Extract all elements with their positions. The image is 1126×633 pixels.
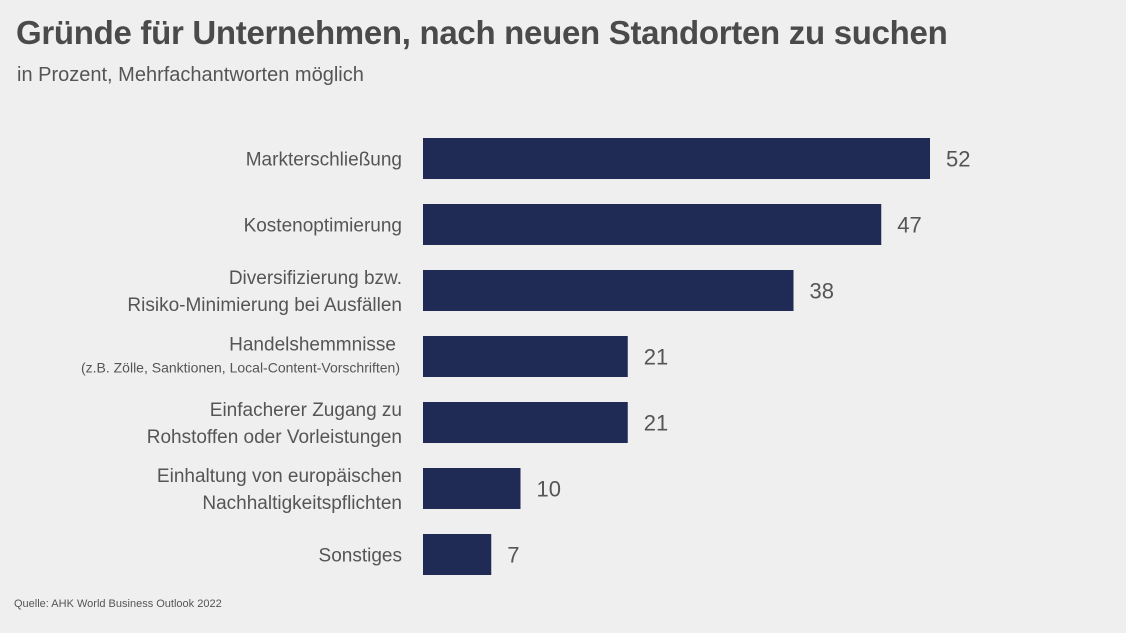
- category-label: Einhaltung von europäischen: [157, 466, 402, 487]
- bar-group: 21 Handelshemmnisse (z.B. Zölle, Sanktione…: [81, 335, 668, 377]
- bar-group: 38 Diversifizierung bzw. Risiko-Minimierun…: [127, 268, 834, 316]
- bar-group: 10 Einhaltung von europäischen Nachhaltigk…: [157, 466, 561, 514]
- category-label: Diversifizierung bzw.: [229, 268, 402, 289]
- category-label: Sonstiges: [319, 546, 402, 567]
- category-note: (z.B. Zölle, Sanktionen, Local-Content-V…: [81, 360, 400, 376]
- chart-title: Gründe für Unternehmen, nach neuen Stand…: [16, 14, 948, 51]
- value-label: 38: [810, 279, 834, 304]
- bar: [423, 138, 930, 179]
- bar-group: 7 Sonstiges: [319, 534, 520, 575]
- chart-subtitle: in Prozent, Mehrfachantworten möglich: [17, 64, 364, 86]
- category-label: Rohstoffen oder Vorleistungen: [147, 427, 402, 448]
- bar-group: 52 Markterschließung: [246, 138, 970, 179]
- category-label: Risiko-Minimierung bei Ausfällen: [127, 295, 402, 316]
- value-label: 47: [897, 213, 921, 238]
- bar: [423, 204, 882, 245]
- bar: [423, 468, 521, 509]
- value-label: 21: [644, 345, 668, 370]
- value-label: 10: [537, 477, 561, 502]
- bar: [423, 336, 628, 377]
- value-label: 52: [946, 147, 970, 172]
- value-label: 7: [507, 543, 519, 568]
- bar-group: 47 Kostenoptimierung: [244, 204, 922, 245]
- category-label: Einfacherer Zugang zu: [210, 400, 402, 421]
- category-label: Markterschließung: [246, 150, 402, 171]
- category-label: Handelshemmnisse: [229, 335, 396, 356]
- category-label: Nachhaltigkeitspflichten: [202, 493, 402, 514]
- bar-group: 21 Einfacherer Zugang zu Rohstoffen oder V…: [147, 400, 669, 448]
- source-note: Quelle: AHK World Business Outlook 2022: [14, 598, 222, 610]
- category-label: Kostenoptimierung: [244, 216, 402, 237]
- value-label: 21: [644, 411, 668, 436]
- bar: [423, 534, 492, 575]
- bar: [423, 402, 628, 443]
- bar: [423, 270, 794, 311]
